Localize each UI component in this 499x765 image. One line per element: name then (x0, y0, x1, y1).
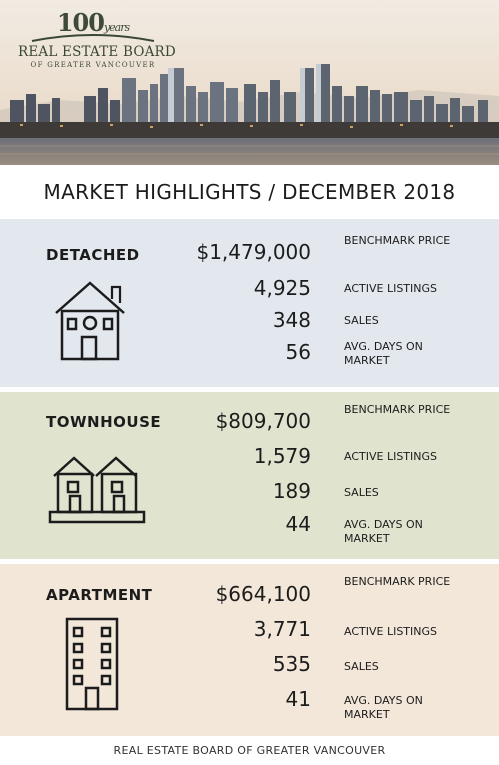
section-apartment: APARTMENT $664,100 BENCHMARK PRICE 3,771… (0, 564, 499, 736)
section-type-label: APARTMENT (46, 586, 153, 604)
section-type-label: DETACHED (46, 246, 140, 264)
avg-days-value: 56 (285, 340, 311, 364)
sales-label: SALES (344, 660, 379, 673)
sales-label: SALES (344, 486, 379, 499)
avg-days-label: AVG. DAYS ON MARKET (344, 340, 423, 367)
logo-years-text: years (103, 21, 130, 34)
centennial-mark: 100years (18, 11, 168, 39)
active-listings-label: ACTIVE LISTINGS (344, 450, 438, 463)
active-listings-value: 3,771 (253, 617, 311, 641)
sales-value: 348 (272, 308, 311, 332)
active-listings-label: ACTIVE LISTINGS (344, 282, 438, 295)
logo-main-text: REAL ESTATE BOARD (18, 44, 176, 60)
benchmark-price-label: BENCHMARK PRICE (344, 575, 451, 588)
city-skyline-image (0, 0, 499, 165)
page-title: MARKET HIGHLIGHTS / DECEMBER 2018 (43, 180, 456, 204)
sales-label: SALES (344, 314, 379, 327)
apartment-building-icon (64, 616, 120, 716)
benchmark-price-value: $809,700 (215, 409, 311, 433)
sales-value: 189 (272, 479, 311, 503)
house-icon (54, 279, 126, 367)
avg-days-label: AVG. DAYS ON MARKET (344, 694, 423, 721)
active-listings-label: ACTIVE LISTINGS (344, 625, 438, 638)
benchmark-price-value: $664,100 (215, 582, 311, 606)
logo-hundred-text: 100 (56, 8, 105, 37)
section-type-label: TOWNHOUSE (46, 413, 162, 431)
avg-days-value: 41 (285, 687, 311, 711)
benchmark-price-label: BENCHMARK PRICE (344, 403, 451, 416)
skyline-banner: 100years REAL ESTATE BOARD OF GREATER VA… (0, 0, 499, 165)
logo-sub-text: OF GREATER VANCOUVER (30, 61, 156, 69)
active-listings-value: 4,925 (253, 276, 311, 300)
avg-days-value: 44 (285, 512, 311, 536)
footer-text: REAL ESTATE BOARD OF GREATER VANCOUVER (113, 744, 386, 757)
avg-days-label: AVG. DAYS ON MARKET (344, 518, 423, 545)
benchmark-price-label: BENCHMARK PRICE (344, 234, 451, 247)
active-listings-value: 1,579 (253, 444, 311, 468)
benchmark-price-value: $1,479,000 (196, 240, 311, 264)
townhouse-icon (48, 454, 146, 530)
section-townhouse: TOWNHOUSE $809,700 BENCHMARK PRICE 1,579… (0, 392, 499, 559)
board-logo: 100years REAL ESTATE BOARD OF GREATER VA… (18, 11, 176, 70)
section-detached: DETACHED $1,479,000 BENCHMARK PRICE 4,92… (0, 219, 499, 387)
sales-value: 535 (272, 652, 311, 676)
logo-swoosh-icon (31, 34, 155, 42)
